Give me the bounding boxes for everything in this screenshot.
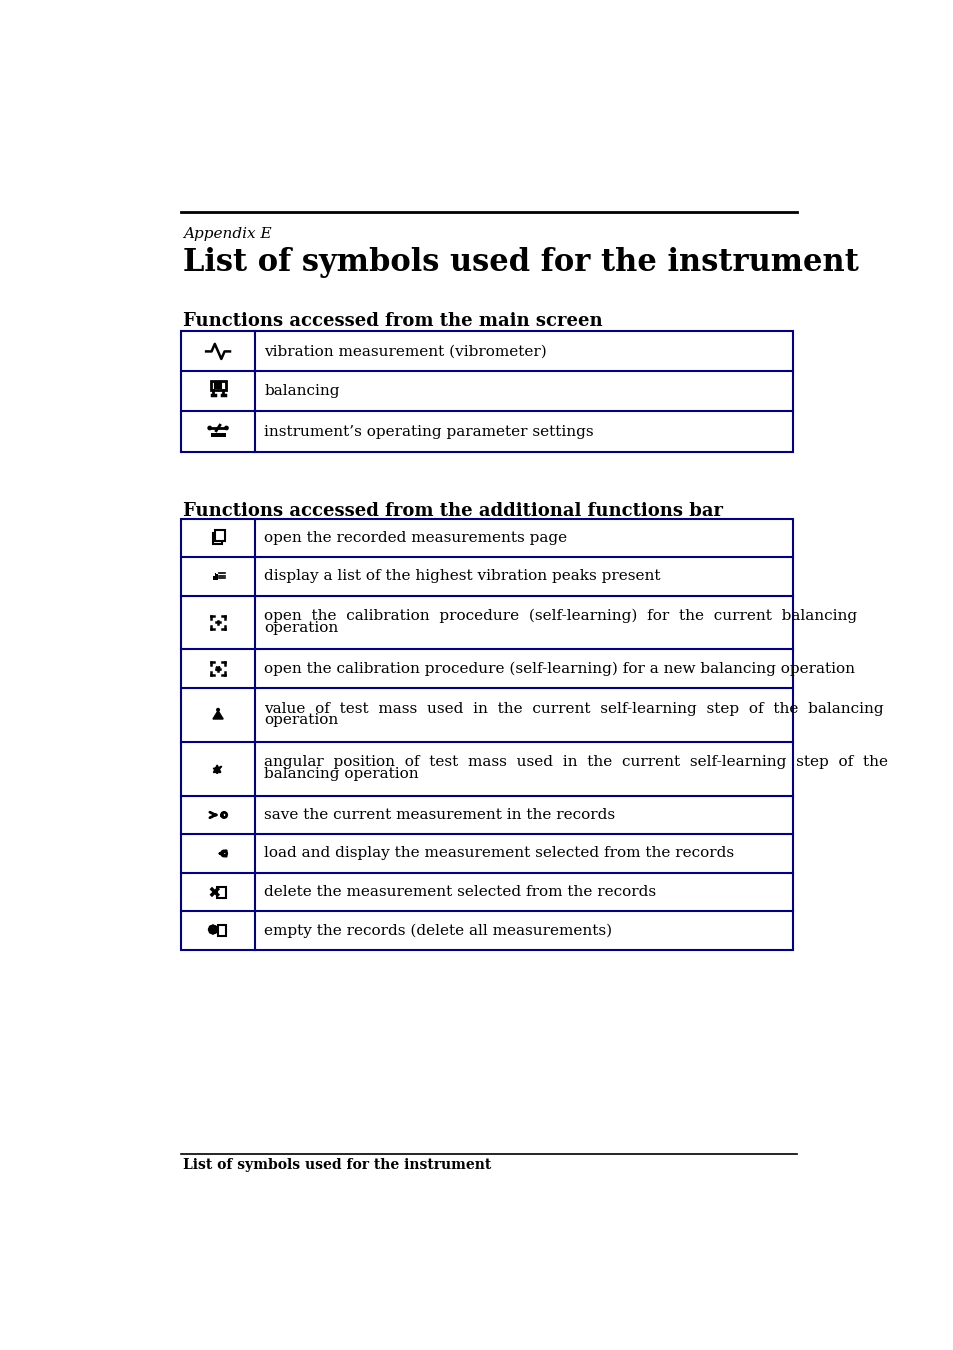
Text: instrument’s operating parameter settings: instrument’s operating parameter setting… bbox=[264, 424, 593, 439]
Text: vibration measurement (vibrometer): vibration measurement (vibrometer) bbox=[264, 344, 546, 358]
Text: balancing operation: balancing operation bbox=[264, 767, 418, 780]
Bar bbox=[213, 576, 214, 580]
Circle shape bbox=[216, 709, 219, 711]
Bar bbox=[214, 572, 216, 580]
Text: List of symbols used for the instrument: List of symbols used for the instrument bbox=[183, 1158, 491, 1172]
Text: Functions accessed from the main screen: Functions accessed from the main screen bbox=[183, 312, 601, 331]
Bar bbox=[211, 433, 225, 436]
Circle shape bbox=[208, 427, 212, 429]
Text: value  of  test  mass  used  in  the  current  self-learning  step  of  the  bal: value of test mass used in the current s… bbox=[264, 702, 882, 716]
Bar bbox=[213, 533, 222, 544]
Text: Appendix E: Appendix E bbox=[183, 227, 272, 242]
Text: operation: operation bbox=[264, 621, 338, 634]
Text: angular  position  of  test  mass  used  in  the  current  self-learning  step  : angular position of test mass used in th… bbox=[264, 756, 887, 770]
Circle shape bbox=[212, 931, 213, 934]
Text: delete the measurement selected from the records: delete the measurement selected from the… bbox=[264, 886, 656, 899]
Text: operation: operation bbox=[264, 713, 338, 728]
Circle shape bbox=[225, 427, 228, 429]
Polygon shape bbox=[213, 710, 223, 720]
Circle shape bbox=[211, 927, 214, 931]
Bar bbox=[181, 331, 793, 451]
Circle shape bbox=[210, 926, 212, 927]
Bar bbox=[181, 518, 793, 949]
Bar bbox=[217, 925, 225, 937]
Text: open the calibration procedure (self-learning) for a new balancing operation: open the calibration procedure (self-lea… bbox=[264, 662, 854, 676]
Bar bbox=[215, 574, 217, 580]
Circle shape bbox=[215, 929, 217, 930]
Text: Functions accessed from the additional functions bar: Functions accessed from the additional f… bbox=[183, 502, 722, 520]
Text: empty the records (delete all measurements): empty the records (delete all measuremen… bbox=[264, 923, 612, 938]
Text: open  the  calibration  procedure  (self-learning)  for  the  current  balancing: open the calibration procedure (self-lea… bbox=[264, 609, 857, 624]
Text: balancing: balancing bbox=[264, 385, 339, 398]
Bar bbox=[211, 382, 225, 390]
Circle shape bbox=[209, 929, 210, 930]
Circle shape bbox=[210, 931, 212, 933]
Circle shape bbox=[212, 925, 213, 927]
Circle shape bbox=[214, 926, 216, 927]
Bar bbox=[215, 531, 224, 541]
Text: display a list of the highest vibration peaks present: display a list of the highest vibration … bbox=[264, 570, 660, 583]
Text: open the recorded measurements page: open the recorded measurements page bbox=[264, 531, 567, 545]
Polygon shape bbox=[213, 765, 221, 772]
Bar bbox=[217, 887, 225, 898]
Text: List of symbols used for the instrument: List of symbols used for the instrument bbox=[183, 247, 858, 278]
Bar bbox=[214, 383, 221, 387]
Text: save the current measurement in the records: save the current measurement in the reco… bbox=[264, 807, 615, 822]
Text: load and display the measurement selected from the records: load and display the measurement selecte… bbox=[264, 846, 734, 860]
Circle shape bbox=[214, 931, 216, 933]
